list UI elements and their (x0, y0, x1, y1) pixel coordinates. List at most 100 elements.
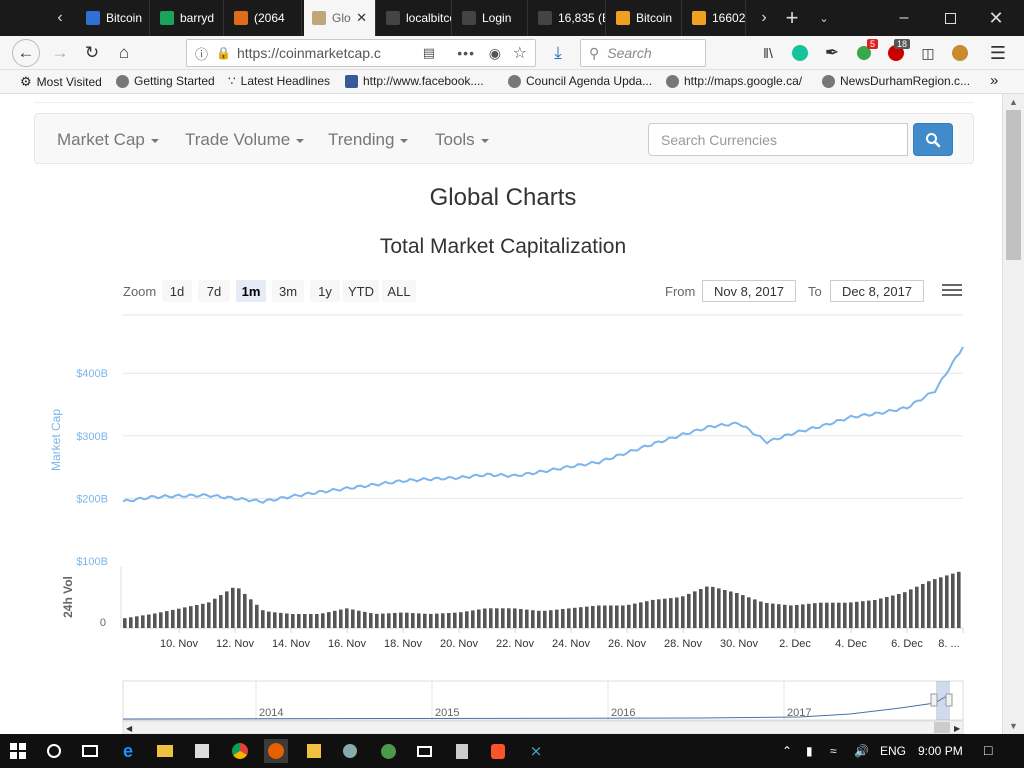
windows-taskbar: e ⨯ ⌃ ▮ ≈ 🔊 ENG 9:00 PM □ (0, 734, 1024, 768)
back-icon[interactable]: ← (12, 39, 40, 67)
info-icon[interactable]: ⓘ (195, 46, 209, 62)
file-explorer-icon[interactable] (153, 739, 177, 763)
battery-icon[interactable]: ▮ (806, 744, 813, 758)
new-tab-icon[interactable]: + (785, 5, 799, 30)
search-currencies-button[interactable] (913, 123, 953, 156)
menu-trending[interactable]: Trending (328, 130, 409, 150)
extension-green-icon[interactable]: 5 (850, 39, 878, 67)
zoom-option-3m[interactable]: 3m (272, 280, 304, 302)
action-center-icon[interactable]: □ (984, 742, 993, 758)
windows-start-icon[interactable] (6, 739, 30, 763)
sidebar-icon[interactable]: ◫ (921, 44, 935, 61)
reader-view-icon[interactable]: ▤ (422, 45, 435, 60)
hamburger-menu-icon[interactable]: ☰ (989, 42, 1007, 63)
cortana-search-icon[interactable] (42, 739, 66, 763)
monkey-extension-icon[interactable] (946, 39, 974, 67)
bookmark-most-visited[interactable]: ⚙ Most Visited (20, 74, 102, 89)
menu-tools[interactable]: Tools (435, 130, 489, 150)
navigator-selection (936, 681, 950, 720)
calculator-icon[interactable] (450, 739, 474, 763)
store-icon[interactable] (190, 739, 214, 763)
bookmark-getting-started[interactable]: Getting Started (116, 74, 215, 88)
tab-favicon-icon (616, 11, 630, 25)
browser-tab[interactable]: 16,835 (BTC (530, 0, 606, 36)
home-icon[interactable]: ⌂ (118, 43, 130, 62)
rss-icon: ∵ (228, 74, 236, 88)
scroll-thumb[interactable] (1006, 110, 1021, 260)
volume-bar (873, 600, 877, 628)
bookmark-facebook[interactable]: http://www.facebook.... (345, 74, 484, 88)
browser-tab[interactable]: localbitco (378, 0, 452, 36)
to-date-input[interactable]: Dec 8, 2017 (830, 280, 924, 302)
scroll-down-icon[interactable]: ▼ (1009, 721, 1018, 731)
browser-tab[interactable]: Bitcoin (608, 0, 682, 36)
search-currencies-input[interactable]: Search Currencies (648, 123, 908, 156)
paint-icon[interactable] (338, 739, 362, 763)
volume-bar (531, 610, 535, 628)
chart-menu-hamburger-icon[interactable] (942, 284, 962, 300)
chrome-icon[interactable] (228, 739, 252, 763)
forward-icon[interactable]: → (51, 43, 69, 62)
url-bar[interactable]: ⓘ 🔒 https://coinmarketcap.c ▤ ••• ◉ ☆ (186, 39, 536, 67)
menu-market-cap[interactable]: Market Cap (57, 130, 159, 150)
globe-app-icon[interactable] (376, 739, 400, 763)
browser-tab[interactable]: 16602 (684, 0, 746, 36)
minimize-icon[interactable]: – (899, 9, 909, 26)
browser-tab[interactable]: Bitcoin (78, 0, 150, 36)
volume-bar (315, 614, 319, 628)
page-scrollbar[interactable]: ▲ ▼ (1002, 94, 1024, 734)
brave-icon[interactable] (486, 739, 510, 763)
from-date-input[interactable]: Nov 8, 2017 (702, 280, 796, 302)
menu-trade-volume[interactable]: Trade Volume (185, 130, 305, 150)
bookmark-star-icon[interactable]: ☆ (512, 45, 527, 62)
mail-icon[interactable] (412, 739, 436, 763)
bookmark-council-agenda[interactable]: Council Agenda Upda... (508, 74, 652, 88)
grammarly-icon[interactable] (786, 39, 814, 67)
page-actions-icon[interactable]: ••• (457, 45, 475, 61)
web-search-field[interactable]: ⚲ Search (580, 39, 706, 67)
url-text[interactable]: https://coinmarketcap.c (236, 45, 381, 61)
reload-icon[interactable]: ↻ (84, 43, 100, 62)
wifi-icon[interactable]: ≈ (830, 744, 837, 758)
browser-tab[interactable]: (2064 (226, 0, 302, 36)
browser-tab[interactable]: Glo ✕ (304, 0, 376, 36)
calculator-grid-icon[interactable] (302, 739, 326, 763)
clock[interactable]: 9:00 PM (918, 744, 963, 758)
zoom-option-ytd[interactable]: YTD (343, 280, 379, 302)
maximize-icon[interactable] (934, 0, 966, 36)
tab-list-chevron-down-icon[interactable]: ⌄ (819, 12, 829, 25)
close-tab-icon[interactable]: ✕ (356, 10, 367, 25)
language-indicator[interactable]: ENG (880, 744, 907, 758)
volume-bar (729, 591, 733, 628)
pocket-icon[interactable]: ◉ (488, 44, 501, 61)
bookmark-maps-google[interactable]: http://maps.google.ca/ (666, 74, 802, 88)
tab-scroll-left-icon[interactable]: ‹ (57, 9, 63, 26)
bookmarks-overflow-chevron-icon[interactable]: » (990, 72, 999, 89)
downloads-icon[interactable]: ⤓ (554, 43, 562, 62)
scroll-up-icon[interactable]: ▲ (1009, 97, 1018, 107)
tab-scroll-right-icon[interactable]: › (761, 9, 767, 26)
edge-browser-icon[interactable]: e (122, 740, 133, 761)
zoom-option-1y[interactable]: 1y (310, 280, 340, 302)
volume-bar (927, 581, 931, 628)
library-icon[interactable]: ‖\ (763, 45, 773, 61)
volume-bar (147, 614, 151, 628)
zoom-option-1d[interactable]: 1d (162, 280, 192, 302)
zoom-option-all[interactable]: ALL (382, 280, 416, 302)
show-hidden-icons-chevron-icon[interactable]: ⌃ (782, 744, 793, 758)
volume-bar (735, 593, 739, 628)
task-view-icon[interactable] (78, 739, 102, 763)
volume-icon[interactable]: 🔊 (854, 744, 869, 758)
bookmark-news-durham[interactable]: NewsDurhamRegion.c... (822, 74, 970, 88)
firefox-icon[interactable] (264, 739, 288, 763)
zoom-option-7d[interactable]: 7d (198, 280, 230, 302)
adblock-icon[interactable]: 18 (882, 39, 910, 67)
close-window-icon[interactable]: ✕ (988, 7, 1004, 28)
bookmark-latest-headlines[interactable]: ∵ Latest Headlines (228, 74, 331, 88)
snipping-tool-icon[interactable]: ⨯ (529, 743, 543, 760)
eyedropper-icon[interactable]: ✒ (824, 43, 840, 62)
tab-favicon-icon (312, 11, 326, 25)
zoom-option-1m[interactable]: 1m (236, 280, 266, 302)
browser-tab[interactable]: Login (454, 0, 528, 36)
browser-tab[interactable]: barryd (152, 0, 224, 36)
